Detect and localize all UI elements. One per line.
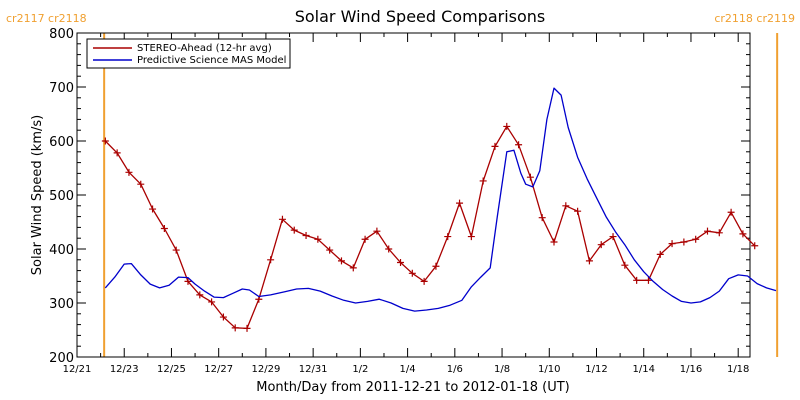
- data-point: [337, 257, 345, 265]
- carrington-label-1: cr2118 cr2119: [714, 12, 795, 25]
- data-point: [491, 142, 499, 150]
- data-point: [290, 226, 298, 234]
- data-point: [503, 122, 511, 130]
- y-tick-label-300: 300: [49, 297, 74, 312]
- data-point: [479, 177, 487, 185]
- data-point: [515, 141, 523, 149]
- data-point: [692, 235, 700, 243]
- legend-box: [86, 38, 291, 69]
- data-point: [562, 202, 570, 210]
- data-point: [243, 324, 251, 332]
- plot-frame: [76, 32, 751, 358]
- data-point: [231, 324, 239, 332]
- data-point: [526, 173, 534, 181]
- data-point: [585, 257, 593, 265]
- series-line-0: [104, 125, 756, 330]
- x-axis-label: Month/Day from 2011-12-21 to 2012-01-18 …: [256, 380, 569, 395]
- data-point: [432, 262, 440, 270]
- data-point: [644, 276, 652, 284]
- y-tick-label-500: 500: [49, 189, 74, 204]
- data-point: [196, 291, 204, 299]
- x-tick-label-1/16: 1/16: [680, 364, 702, 375]
- legend-label-mas: Predictive Science MAS Model: [137, 55, 286, 66]
- data-point: [703, 227, 711, 235]
- data-point: [219, 313, 227, 321]
- y-axis-label: Solar Wind Speed (km/s): [30, 115, 45, 275]
- carrington-label-0: cr2117 cr2118: [6, 12, 87, 25]
- data-point: [680, 238, 688, 246]
- data-point: [727, 208, 735, 216]
- data-point: [609, 233, 617, 241]
- x-tick-label-1/18: 1/18: [727, 364, 749, 375]
- x-tick-label-12/31: 12/31: [299, 364, 328, 375]
- data-point: [550, 238, 558, 246]
- data-point: [538, 214, 546, 222]
- data-point: [656, 250, 664, 258]
- x-axis-ticks: 12/21 12/23 12/25 12/27 12/29 12/31 1/2 1/4 1/6 1…: [63, 33, 749, 375]
- legend: STEREO-Ahead (12-hr avg) Predictive Scie…: [86, 38, 291, 69]
- data-point: [467, 233, 475, 241]
- data-point: [668, 240, 676, 248]
- data-point: [125, 168, 133, 176]
- x-tick-label-12/23: 12/23: [110, 364, 139, 375]
- x-tick-label-1/6: 1/6: [447, 364, 463, 375]
- y-tick-label-800: 800: [49, 27, 74, 42]
- legend-label-stereo: STEREO-Ahead (12-hr avg): [137, 43, 272, 54]
- x-tick-label-1/8: 1/8: [494, 364, 510, 375]
- data-point: [101, 137, 109, 145]
- y-tick-label-600: 600: [49, 135, 74, 150]
- y-tick-label-200: 200: [49, 351, 74, 366]
- carrington-markers: cr2117 cr2118 cr2118 cr2119: [6, 12, 795, 357]
- data-point: [137, 180, 145, 188]
- data-point: [385, 245, 393, 253]
- data-point: [621, 261, 629, 269]
- data-point: [184, 277, 192, 285]
- x-tick-label-12/29: 12/29: [251, 364, 280, 375]
- data-point: [149, 205, 157, 213]
- chart-title: Solar Wind Speed Comparisons: [295, 7, 546, 26]
- data-point: [267, 256, 275, 264]
- x-tick-label-1/2: 1/2: [352, 364, 368, 375]
- data-point: [373, 227, 381, 235]
- data-point: [314, 235, 322, 243]
- x-tick-label-1/12: 1/12: [585, 364, 607, 375]
- data-point: [739, 230, 747, 238]
- series-line-1: [104, 87, 777, 312]
- data-point: [715, 229, 723, 237]
- data-point: [408, 269, 416, 277]
- x-tick-label-1/4: 1/4: [400, 364, 416, 375]
- x-tick-label-12/27: 12/27: [204, 364, 233, 375]
- data-point: [597, 241, 605, 249]
- data-point: [113, 149, 121, 157]
- data-point: [420, 277, 428, 285]
- data-point: [172, 246, 180, 254]
- data-point: [349, 264, 357, 272]
- y-axis-ticks: 200 300 400 500 600 700 800: [49, 27, 750, 366]
- y-tick-label-700: 700: [49, 81, 74, 96]
- data-point: [361, 235, 369, 243]
- data-point: [397, 259, 405, 266]
- x-tick-label-1/10: 1/10: [538, 364, 560, 375]
- x-tick-label-1/14: 1/14: [633, 364, 655, 375]
- data-point: [278, 215, 286, 223]
- data-point: [574, 207, 582, 215]
- data-point: [633, 276, 641, 284]
- data-point: [444, 233, 452, 241]
- data-point: [326, 246, 334, 254]
- data-point: [208, 298, 216, 306]
- data-point: [456, 199, 464, 207]
- data-point: [302, 232, 310, 239]
- series-layer: [101, 87, 777, 332]
- x-tick-label-12/21: 12/21: [63, 364, 92, 375]
- x-tick-label-12/25: 12/25: [157, 364, 186, 375]
- data-point: [751, 242, 759, 250]
- data-point: [160, 224, 168, 232]
- y-tick-label-400: 400: [49, 243, 74, 258]
